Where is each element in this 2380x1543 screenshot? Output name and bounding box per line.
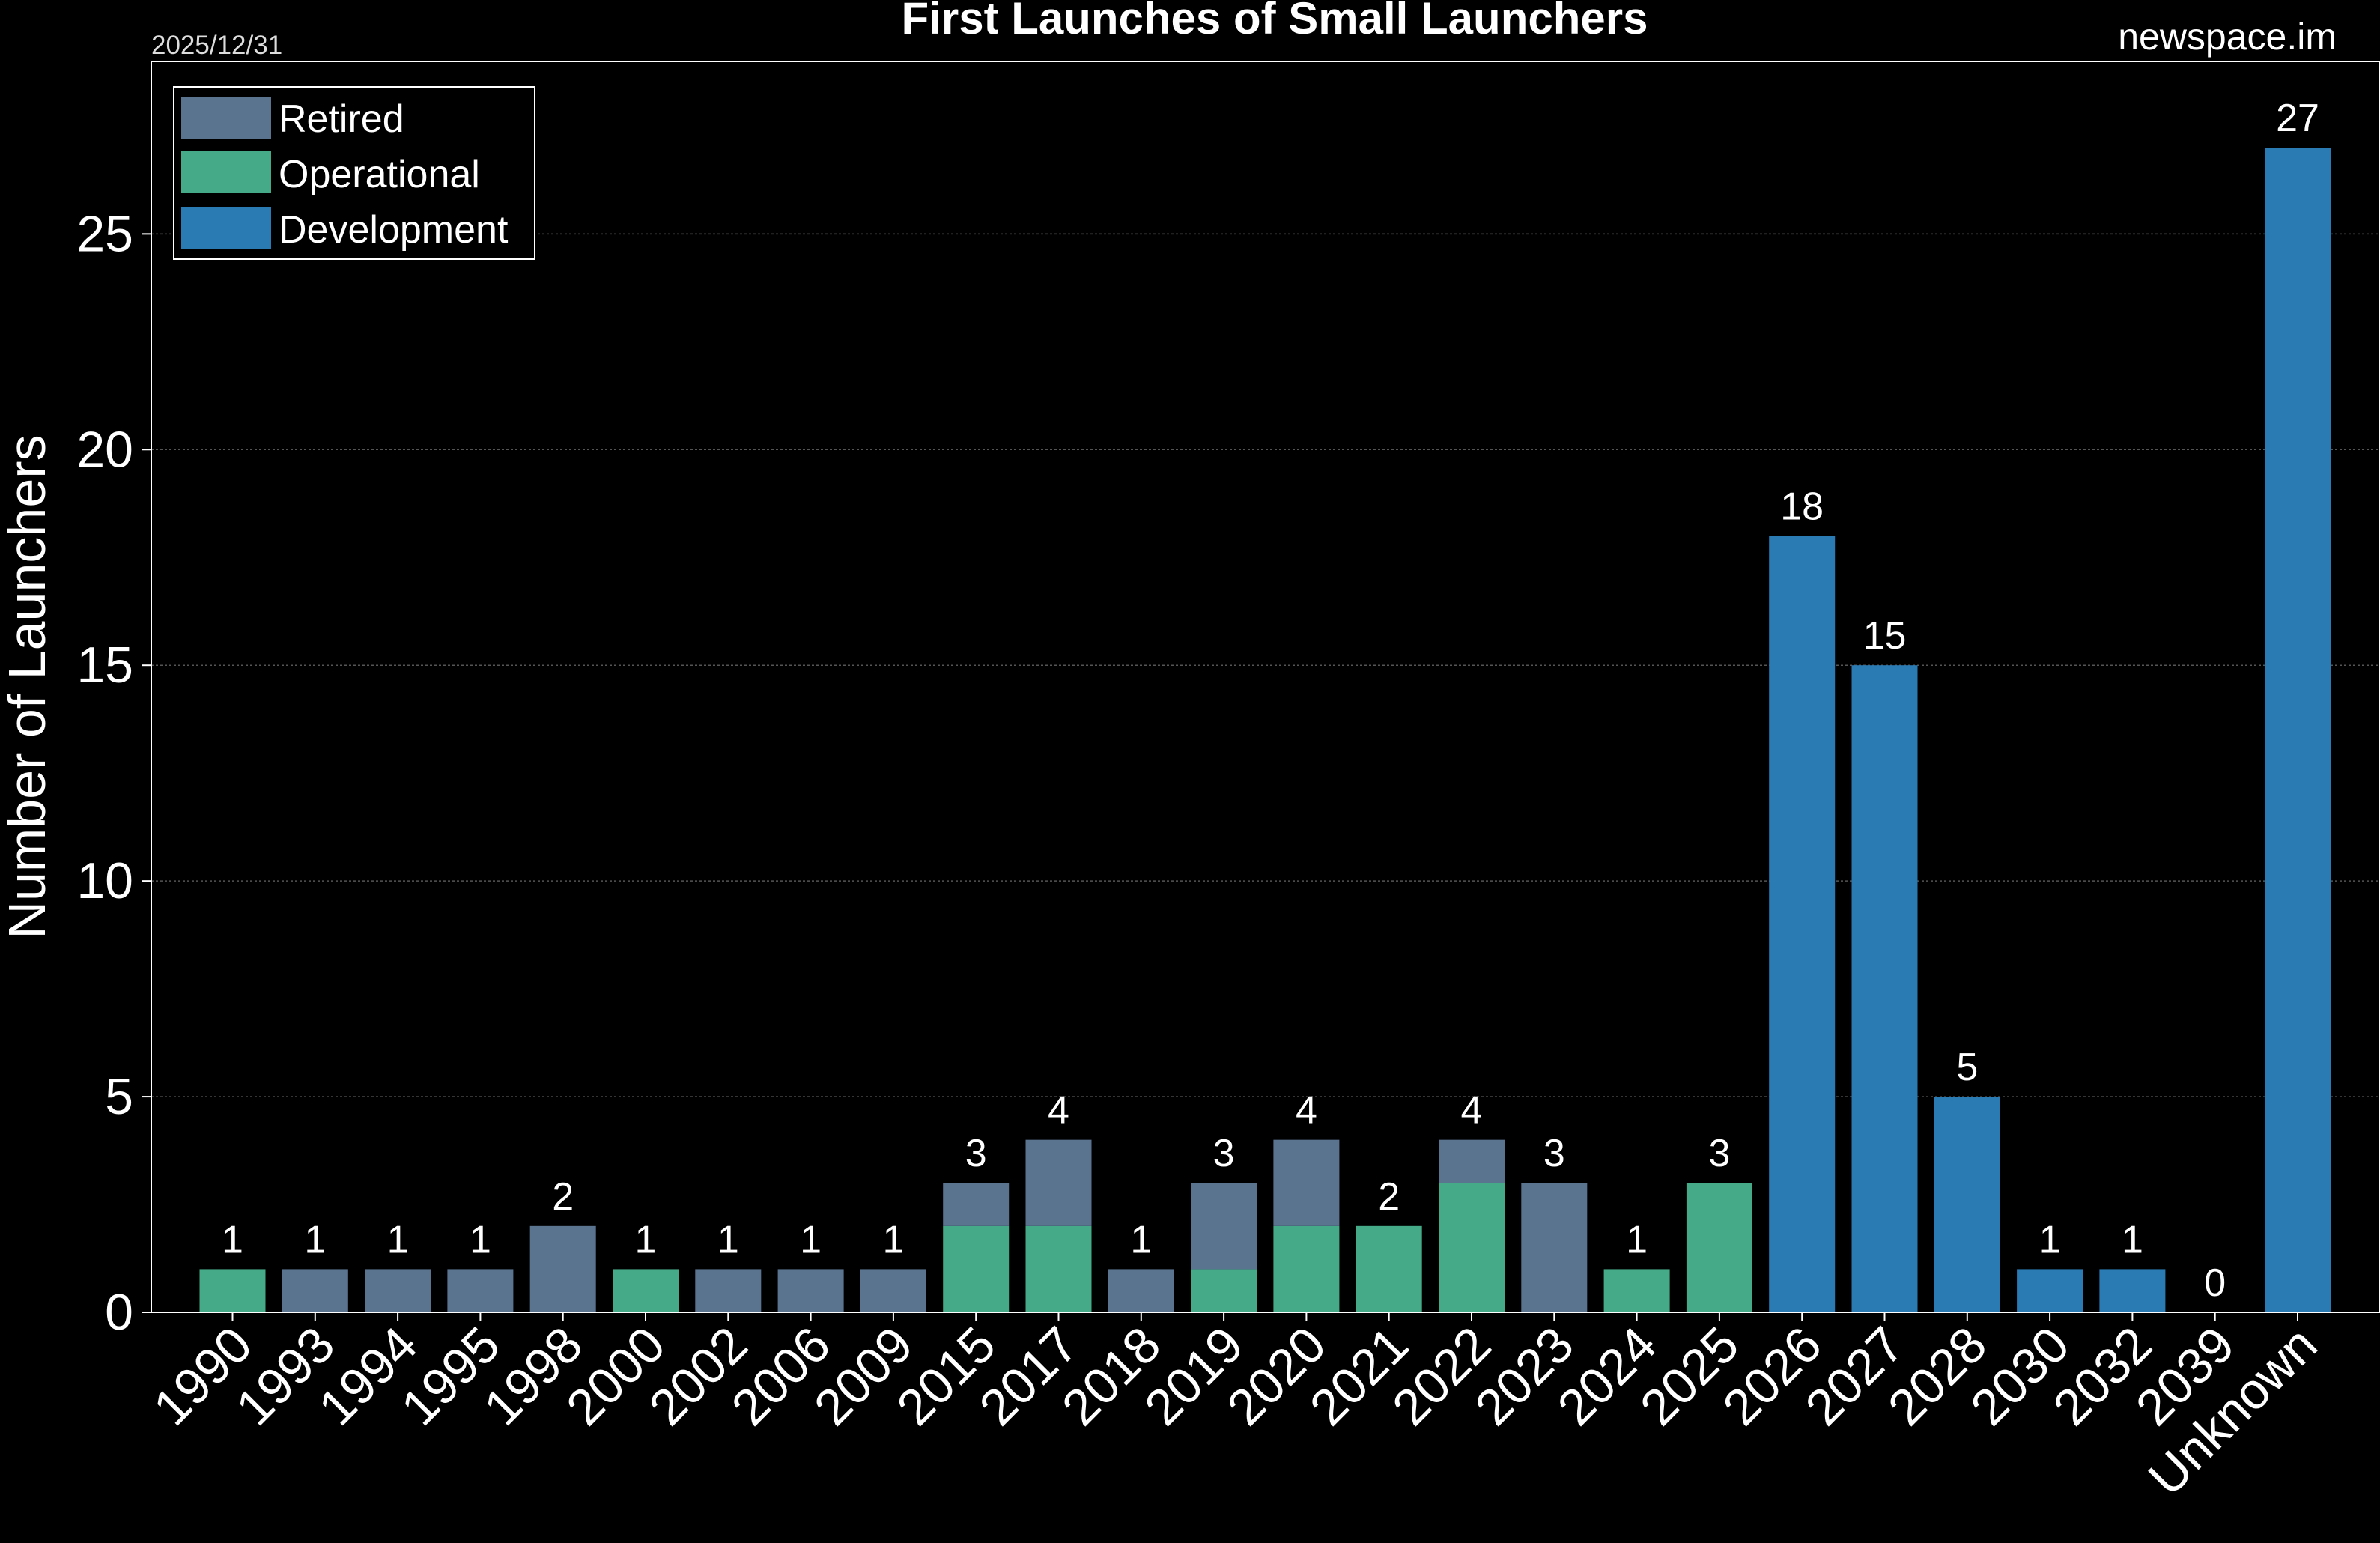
gridlines <box>151 233 2380 1097</box>
source-label: newspace.im <box>2118 16 2337 58</box>
bar-operational-2022 <box>1439 1183 1505 1312</box>
value-label-2000: 1 <box>635 1218 657 1261</box>
chart-date: 2025/12/31 <box>151 31 282 60</box>
legend-label-development: Development <box>279 208 509 252</box>
y-tick-label: 10 <box>76 852 133 909</box>
value-label-2019: 3 <box>1213 1132 1235 1175</box>
value-label-2027: 15 <box>1863 614 1907 658</box>
bar-operational-2020 <box>1273 1225 1340 1312</box>
y-tick-label: 5 <box>105 1068 133 1125</box>
bar-retired-2018 <box>1108 1269 1174 1312</box>
y-tick-label: 0 <box>105 1284 133 1341</box>
bar-retired-2015 <box>943 1183 1010 1226</box>
bars <box>199 148 2331 1313</box>
bar-retired-1994 <box>365 1269 431 1312</box>
legend-swatch-operational <box>181 151 271 193</box>
legend-label-operational: Operational <box>279 153 480 196</box>
value-label-2020: 4 <box>1296 1089 1317 1133</box>
bar-operational-2025 <box>1686 1183 1752 1312</box>
y-axis-label: Number of Launchers <box>0 434 56 939</box>
bar-retired-1995 <box>447 1269 514 1312</box>
bar-operational-1990 <box>199 1269 266 1312</box>
bar-retired-2020 <box>1273 1139 1340 1226</box>
value-label-1993: 1 <box>304 1218 326 1261</box>
y-ticks: 0 5 10 15 20 25 <box>76 205 151 1341</box>
value-label-2028: 5 <box>1956 1046 1978 1089</box>
bar-retired-2017 <box>1025 1139 1092 1226</box>
value-label-unknown: 27 <box>2276 97 2319 140</box>
value-labels: 1 1 1 1 2 1 1 1 1 3 4 1 3 4 2 4 3 1 3 18 15 5 1 1 0 27 <box>222 97 2319 1305</box>
value-label-1998: 2 <box>552 1175 574 1219</box>
y-tick-label: 25 <box>76 205 133 262</box>
plot-area-frame <box>151 61 2380 1313</box>
bar-development-2030 <box>2017 1269 2083 1312</box>
legend-label-retired: Retired <box>279 97 404 141</box>
value-label-2022: 4 <box>1461 1089 1483 1133</box>
bar-operational-2015 <box>943 1225 1010 1312</box>
bar-retired-2023 <box>1521 1183 1588 1312</box>
bar-development-2028 <box>1934 1097 2000 1312</box>
bar-retired-2019 <box>1191 1183 1257 1270</box>
bar-retired-1993 <box>282 1269 348 1312</box>
value-label-2009: 1 <box>882 1218 904 1261</box>
value-label-2021: 2 <box>1378 1175 1400 1219</box>
bar-operational-2000 <box>613 1269 679 1312</box>
value-label-2018: 1 <box>1130 1218 1152 1261</box>
bar-operational-2017 <box>1025 1225 1092 1312</box>
value-label-2024: 1 <box>1626 1218 1648 1261</box>
value-label-2015: 3 <box>965 1132 987 1175</box>
bar-retired-1998 <box>529 1225 596 1312</box>
legend: Retired Operational Development <box>173 86 535 260</box>
legend-swatch-development <box>181 207 271 249</box>
bar-operational-2019 <box>1191 1269 1257 1312</box>
bar-retired-2022 <box>1439 1139 1505 1183</box>
bar-operational-2021 <box>1356 1225 1422 1312</box>
value-label-1990: 1 <box>222 1218 243 1261</box>
value-label-2025: 3 <box>1708 1132 1730 1175</box>
value-label-2017: 4 <box>1048 1089 1069 1133</box>
value-label-2023: 3 <box>1543 1132 1565 1175</box>
bar-development-2027 <box>1851 665 1918 1312</box>
value-label-2030: 1 <box>2039 1218 2061 1261</box>
bar-development-unknown <box>2265 148 2331 1313</box>
value-label-1995: 1 <box>470 1218 491 1261</box>
value-label-2032: 1 <box>2122 1218 2143 1261</box>
y-tick-label: 15 <box>76 637 133 694</box>
value-label-2026: 18 <box>1780 485 1824 528</box>
bar-retired-2002 <box>695 1269 762 1312</box>
bar-retired-2009 <box>860 1269 926 1312</box>
value-label-2039: 0 <box>2204 1261 2226 1305</box>
value-label-2002: 1 <box>717 1218 739 1261</box>
value-label-2006: 1 <box>800 1218 822 1261</box>
bar-development-2026 <box>1769 536 1836 1313</box>
legend-swatch-retired <box>181 97 271 139</box>
chart-title: First Launches of Small Launchers <box>902 0 1648 43</box>
value-label-1994: 1 <box>387 1218 409 1261</box>
bar-operational-2024 <box>1603 1269 1670 1312</box>
bar-retired-2006 <box>777 1269 844 1312</box>
y-tick-label: 20 <box>76 421 133 478</box>
bar-development-2032 <box>2099 1269 2166 1312</box>
